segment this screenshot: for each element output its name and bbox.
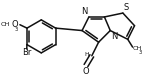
Text: CH: CH <box>133 46 142 51</box>
Text: S: S <box>124 3 129 12</box>
Text: 3: 3 <box>139 50 142 55</box>
Text: CH: CH <box>1 22 10 27</box>
Text: N: N <box>111 32 118 41</box>
Text: Br: Br <box>22 48 31 57</box>
Text: O: O <box>11 20 18 29</box>
Text: N: N <box>82 7 88 16</box>
Text: H: H <box>84 52 89 57</box>
Text: 3: 3 <box>15 27 18 32</box>
Text: O: O <box>83 67 89 76</box>
